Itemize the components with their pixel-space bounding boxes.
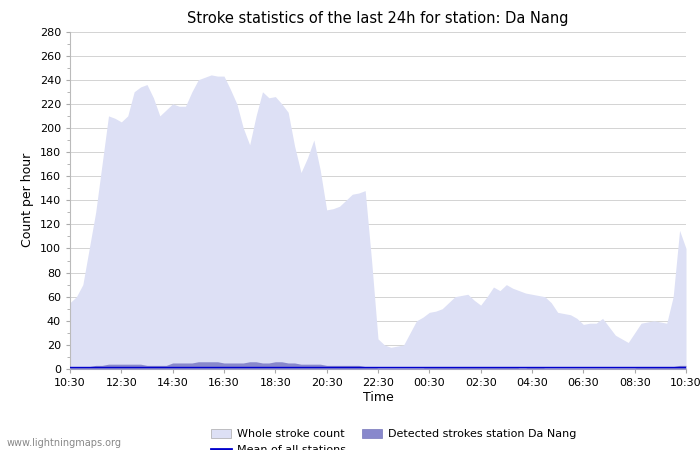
Title: Stroke statistics of the last 24h for station: Da Nang: Stroke statistics of the last 24h for st… bbox=[188, 11, 568, 26]
Text: www.lightningmaps.org: www.lightningmaps.org bbox=[7, 438, 122, 448]
Y-axis label: Count per hour: Count per hour bbox=[21, 153, 34, 248]
Legend: Whole stroke count, Mean of all stations, Detected strokes station Da Nang: Whole stroke count, Mean of all stations… bbox=[211, 428, 576, 450]
X-axis label: Time: Time bbox=[363, 391, 393, 404]
